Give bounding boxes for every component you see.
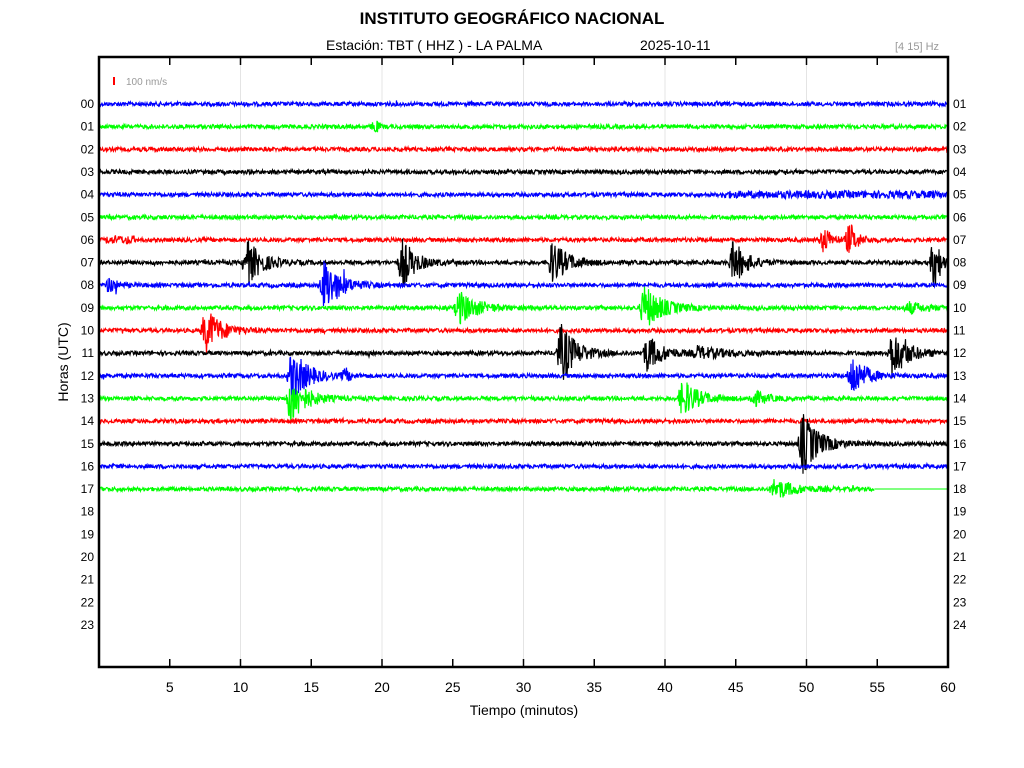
hour-label-left: 15 (81, 437, 95, 451)
x-tick-label: 20 (374, 679, 390, 695)
hour-label-right: 13 (953, 369, 967, 383)
hour-label-left: 09 (81, 301, 95, 315)
x-axis-label: Tiempo (minutos) (470, 702, 578, 718)
hour-label-left: 07 (81, 256, 95, 270)
x-tick-label: 55 (869, 679, 885, 695)
hour-label-right: 12 (953, 346, 967, 360)
hour-label-left: 23 (81, 618, 95, 632)
seismogram-plot: 5 10 15 20 25 30 35 40 45 50 55 60 00 01 02 03 04 05 06 07 0… (0, 0, 1024, 768)
hour-label-right: 18 (953, 482, 967, 496)
hour-label-right: 09 (953, 278, 967, 292)
hour-label-right: 05 (953, 188, 967, 202)
hour-label-left: 11 (82, 346, 95, 360)
hour-label-left: 04 (81, 188, 95, 202)
x-tick-label: 45 (728, 679, 744, 695)
hour-label-right: 04 (953, 165, 967, 179)
x-tick-label: 40 (657, 679, 673, 695)
x-tick-label: 60 (940, 679, 956, 695)
hour-label-left: 13 (81, 391, 95, 405)
trace-hour-17 (99, 479, 874, 497)
hour-label-right: 08 (953, 256, 967, 270)
hour-label-right: 21 (953, 550, 967, 564)
hour-label-right: 20 (953, 527, 967, 541)
hour-label-left: 02 (81, 142, 95, 156)
hour-label-right: 19 (953, 505, 967, 519)
hour-label-right: 10 (953, 301, 967, 315)
hour-label-left: 10 (81, 324, 95, 338)
x-tick-label: 35 (586, 679, 602, 695)
hour-label-right: 16 (953, 437, 967, 451)
helicorder-figure: INSTITUTO GEOGRÁFICO NACIONAL Estación: … (0, 0, 1024, 768)
hour-label-right: 15 (953, 414, 967, 428)
hour-label-right: 11 (953, 324, 966, 338)
hour-label-right: 06 (953, 210, 967, 224)
hour-label-left: 14 (81, 414, 95, 428)
scale-label: 100 nm/s (126, 77, 167, 88)
hour-label-right: 07 (953, 233, 967, 247)
hour-label-left: 21 (81, 573, 95, 587)
hour-label-left: 12 (81, 369, 95, 383)
x-tick-label: 25 (445, 679, 461, 695)
hour-label-right: 17 (953, 459, 967, 473)
hour-label-left: 00 (81, 97, 95, 111)
hour-label-left: 19 (81, 527, 95, 541)
hour-label-left: 05 (81, 210, 95, 224)
hour-label-right: 14 (953, 391, 967, 405)
hour-label-right: 03 (953, 142, 967, 156)
x-tick-label: 10 (233, 679, 249, 695)
hour-label-right: 22 (953, 573, 967, 587)
hour-label-right: 01 (953, 97, 967, 111)
hour-label-left: 17 (81, 482, 95, 496)
hour-label-left: 08 (81, 278, 95, 292)
hour-label-left: 03 (81, 165, 95, 179)
x-tick-label: 15 (303, 679, 319, 695)
hour-label-left: 20 (81, 550, 95, 564)
hour-label-left: 06 (81, 233, 95, 247)
hour-label-left: 16 (81, 459, 95, 473)
hour-label-left: 22 (81, 595, 95, 609)
hour-label-right: 24 (953, 618, 967, 632)
hour-label-right: 23 (953, 595, 967, 609)
hour-label-right: 02 (953, 120, 967, 134)
x-tick-label: 30 (516, 679, 532, 695)
hour-label-left: 18 (81, 505, 95, 519)
x-tick-label: 5 (166, 679, 174, 695)
x-tick-label: 50 (799, 679, 815, 695)
y-axis-label: Horas (UTC) (55, 322, 71, 401)
hour-label-left: 01 (81, 120, 95, 134)
